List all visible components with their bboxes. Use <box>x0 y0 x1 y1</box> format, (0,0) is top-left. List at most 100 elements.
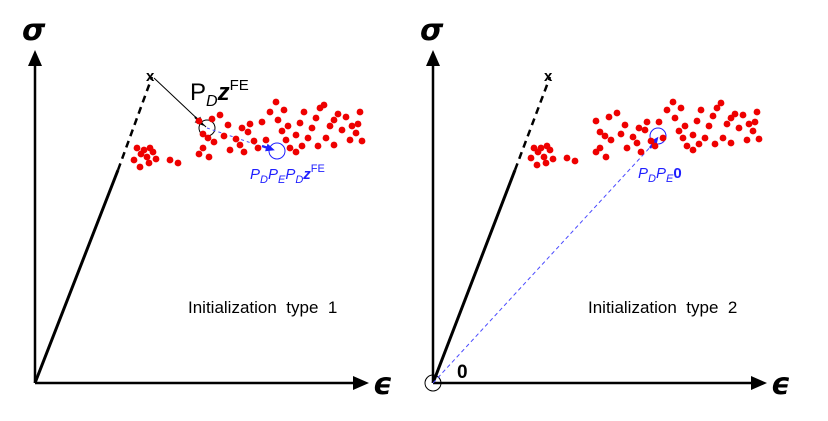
data-point <box>546 146 554 154</box>
panel-title-right: Initialization type 2 <box>588 298 737 317</box>
dashed-extension-left <box>116 76 154 171</box>
x-axis-arrowhead-icon <box>751 376 767 390</box>
data-point <box>675 127 683 135</box>
data-point <box>133 144 141 152</box>
blue-label-left: PDPEPDzFE <box>250 163 325 186</box>
data-point <box>711 140 719 148</box>
data-point <box>140 146 148 154</box>
data-point <box>342 113 350 121</box>
data-point <box>743 136 751 144</box>
data-point <box>208 115 216 123</box>
data-point <box>205 153 213 161</box>
data-point <box>152 155 160 163</box>
data-point <box>751 118 759 126</box>
data-point <box>641 126 649 134</box>
data-point <box>635 124 643 132</box>
data-point <box>647 137 655 145</box>
data-point <box>130 156 138 164</box>
data-point <box>719 134 727 142</box>
data-point <box>320 101 328 109</box>
data-point <box>735 124 743 132</box>
data-point <box>651 142 659 150</box>
data-point <box>298 142 306 150</box>
dashed-extension-right <box>513 76 552 171</box>
data-point <box>677 104 685 112</box>
data-point <box>262 136 270 144</box>
data-points-right <box>527 98 763 169</box>
data-point <box>693 117 701 125</box>
data-point <box>199 130 207 138</box>
sigma-label-left: σ <box>22 13 46 48</box>
data-point <box>607 136 615 144</box>
data-point <box>602 153 610 161</box>
data-point <box>136 163 144 171</box>
epsilon-label-right: ϵ <box>771 367 790 402</box>
data-point <box>278 127 286 135</box>
data-point <box>689 131 697 139</box>
data-point <box>727 139 735 147</box>
data-point <box>709 112 717 120</box>
blue-dashed-right <box>432 142 655 384</box>
data-point <box>571 157 579 165</box>
data-point <box>563 154 571 162</box>
data-point <box>199 144 207 152</box>
panel-title-left: Initialization type 1 <box>188 298 337 317</box>
data-point <box>224 121 232 129</box>
data-point <box>220 132 228 140</box>
data-point <box>629 133 637 141</box>
data-point <box>272 98 280 106</box>
data-point <box>330 116 338 124</box>
data-point <box>621 121 629 129</box>
data-point <box>596 128 604 136</box>
circle-marker-icon <box>649 127 667 145</box>
data-point <box>537 144 545 152</box>
data-point <box>308 124 316 132</box>
data-point <box>683 142 691 150</box>
data-point <box>216 111 224 119</box>
data-point <box>643 118 651 126</box>
data-point <box>542 159 550 167</box>
data-point <box>717 99 725 107</box>
data-point <box>739 111 747 119</box>
epsilon-label-left: ϵ <box>373 367 392 402</box>
start-marker-left: x <box>146 68 155 85</box>
data-point <box>226 146 234 154</box>
data-point <box>338 126 346 134</box>
data-point <box>292 131 300 139</box>
origin-zero-label: 0 <box>457 362 468 383</box>
elastic-line-right <box>431 169 517 384</box>
data-point <box>655 118 663 126</box>
data-point <box>258 118 266 126</box>
data-point <box>204 134 212 142</box>
data-point <box>659 134 667 142</box>
y-axis-arrowhead-icon <box>426 50 440 66</box>
data-point <box>274 116 282 124</box>
data-point <box>540 153 548 161</box>
data-point <box>314 142 322 150</box>
data-point <box>334 110 342 118</box>
data-point <box>755 135 763 143</box>
data-point <box>745 120 753 128</box>
data-point <box>145 159 153 167</box>
blue-label-right: PDPE0 <box>638 165 682 185</box>
data-point <box>195 150 203 158</box>
data-point <box>174 159 182 167</box>
data-point <box>254 144 262 152</box>
data-point <box>592 117 600 125</box>
data-point <box>669 98 677 106</box>
data-point <box>689 146 697 154</box>
data-point <box>633 139 641 147</box>
data-point <box>286 144 294 152</box>
data-point <box>292 148 300 156</box>
sigma-label-right: σ <box>420 13 444 48</box>
data-point <box>527 154 535 162</box>
data-point <box>330 141 338 149</box>
data-point <box>250 137 258 145</box>
elastic-line-left <box>33 169 120 384</box>
data-point <box>713 104 721 112</box>
data-point <box>354 120 362 128</box>
data-point <box>592 148 600 156</box>
data-point <box>322 134 330 142</box>
data-point <box>671 114 679 122</box>
